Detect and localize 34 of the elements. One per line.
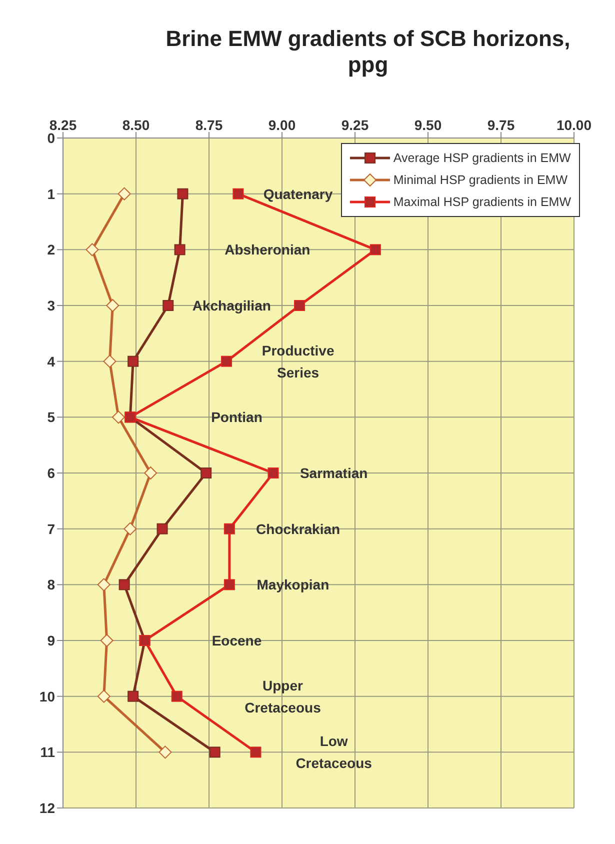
x-tick-label: 10.00 xyxy=(556,117,592,133)
annotation: Eocene xyxy=(212,632,262,648)
x-tick-label: 9.75 xyxy=(487,117,515,133)
annotation: Chockrakian xyxy=(256,520,340,537)
annotation: Productive Series xyxy=(262,342,334,380)
annotation: Pontian xyxy=(211,409,262,426)
annotation: Absheronian xyxy=(224,242,310,258)
annotation: Low Cretaceous xyxy=(296,733,372,772)
y-tick-label: 8 xyxy=(47,576,56,593)
x-tick-label: 9.25 xyxy=(341,117,369,133)
x-tick-label: 9.00 xyxy=(268,117,296,133)
x-tick-label: 9.50 xyxy=(414,117,442,133)
y-tick-label: 4 xyxy=(47,353,56,370)
y-tick-label: 10 xyxy=(39,688,56,704)
annotation: Sarmatian xyxy=(300,465,368,481)
y-tick-label: 3 xyxy=(47,297,56,314)
x-tick-label: 8.50 xyxy=(122,117,150,133)
y-tick-label: 12 xyxy=(39,800,56,816)
annotation: Quatenary xyxy=(263,186,333,202)
annotation: Akchagilian xyxy=(192,298,271,314)
y-tick-label: 5 xyxy=(47,409,56,426)
x-tick-label: 8.75 xyxy=(195,117,223,133)
chart-title: Brine EMW gradients of SCB horizons, ppg xyxy=(164,25,572,79)
y-tick-label: 11 xyxy=(40,744,56,760)
y-tick-label: 7 xyxy=(47,520,56,537)
annotation: Maykopian xyxy=(256,576,330,593)
y-tick-label: 9 xyxy=(47,632,56,648)
y-tick-label: 6 xyxy=(47,464,56,481)
y-tick-label: 2 xyxy=(47,242,56,258)
y-tick-label: 1 xyxy=(47,186,56,202)
legend-label: Maximal HSP gradients in EMW xyxy=(393,195,571,209)
legend-label: Minimal HSP gradients in EMW xyxy=(393,173,568,187)
legend-label: Average HSP gradients in EMW xyxy=(393,151,571,165)
annotation: Upper Cretaceous xyxy=(244,677,322,716)
